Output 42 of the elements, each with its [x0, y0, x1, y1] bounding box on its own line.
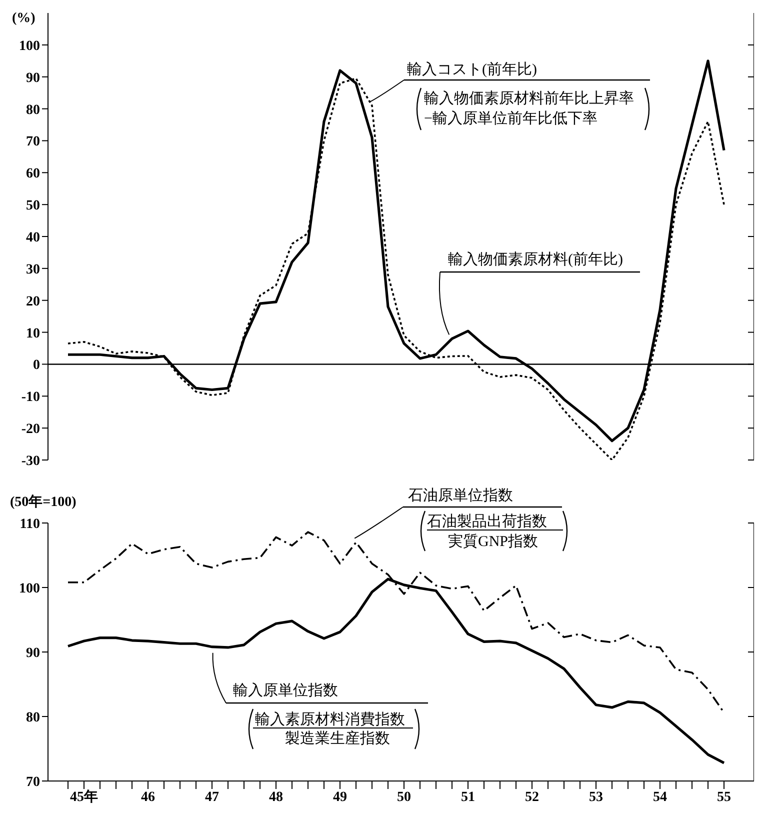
y-tick-label: 20 [26, 294, 40, 310]
y-tick-label: 60 [26, 166, 40, 182]
x-tick-label: 49 [333, 790, 347, 805]
annotation: 石油製品出荷指数 [427, 513, 547, 530]
y-tick-label: 30 [26, 262, 40, 278]
annotation: 実質GNP指数 [448, 533, 538, 550]
y-tick-label: -20 [21, 422, 40, 438]
y-tick-label: 40 [26, 230, 40, 246]
x-tick-label: 47 [205, 790, 219, 805]
y-tick-label: 100 [19, 38, 40, 54]
y-tick-label: 90 [26, 646, 40, 661]
y-tick-label: 90 [26, 70, 40, 86]
x-tick-label: 50 [397, 790, 411, 805]
y-tick-label: 70 [26, 134, 40, 150]
y-tick-label: -30 [21, 454, 40, 469]
y-tick-label: 0 [33, 358, 40, 374]
text: 輸入原単位指数 [233, 682, 338, 699]
x-tick-label: 55 [717, 790, 731, 805]
y-tick-label: 50 [26, 198, 40, 214]
x-tick-label: 54 [653, 790, 667, 805]
y-tick-label: 80 [26, 102, 40, 118]
x-tick-label: 46 [141, 790, 155, 805]
y-tick-label: 10 [26, 326, 40, 342]
y-tick-label: -10 [21, 390, 40, 406]
y-axis-title: (%) [12, 11, 36, 26]
y-tick-label: 80 [26, 710, 40, 726]
text: 石油原単位指数 [408, 487, 513, 504]
annotation: 製造業生産指数 [285, 730, 390, 747]
text: 輸入物価素原材料(前年比) [448, 251, 623, 268]
x-tick-label: 45年 [70, 788, 98, 805]
x-tick-label: 51 [461, 790, 475, 805]
x-tick-label: 53 [589, 790, 603, 805]
y-tick-label: 110 [20, 516, 40, 532]
x-tick-label: 52 [525, 790, 539, 805]
y-tick-label: 70 [26, 774, 40, 790]
y-tick-label: 100 [19, 581, 40, 596]
annotation: 輸入素原材料消費指数 [255, 711, 405, 728]
text: 輸入コスト(前年比) [407, 61, 537, 78]
x-tick-label: 48 [269, 790, 283, 805]
annotation: −輸入原単位前年比低下率 [424, 110, 598, 127]
annotation: 輸入物価素原材料前年比上昇率 [424, 90, 634, 107]
y-axis-title: (50年=100) [10, 494, 77, 510]
